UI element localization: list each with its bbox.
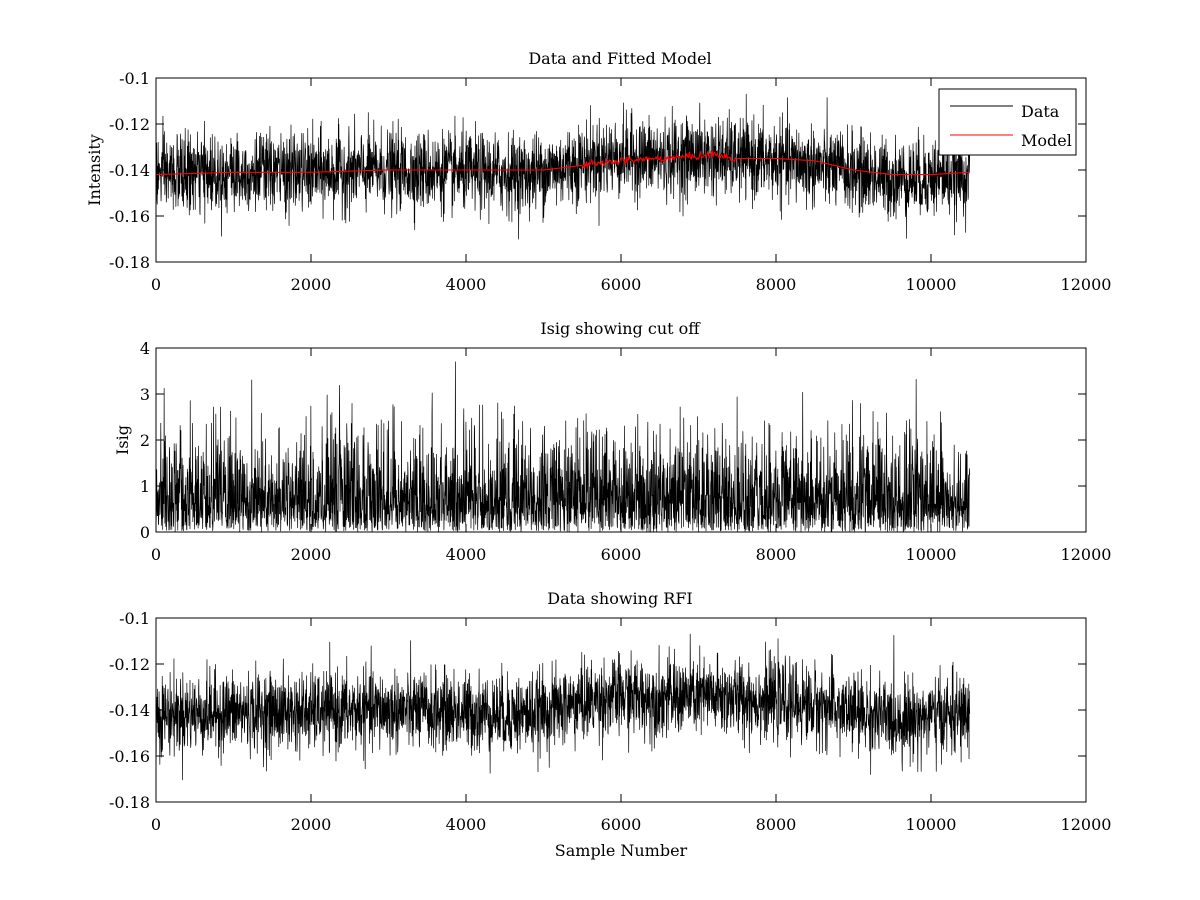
panel-1-xtick-label: 4000 bbox=[446, 275, 487, 294]
legend-box bbox=[938, 88, 1077, 156]
panel-1-xtick-label: 12000 bbox=[1061, 275, 1112, 294]
panel-1-ytick-label: -0.16 bbox=[109, 207, 150, 226]
panel-1-xtick-label: 2000 bbox=[291, 275, 332, 294]
panel-1-ytick-label: -0.1 bbox=[119, 69, 150, 88]
panel-1-model-series-line bbox=[155, 150, 970, 176]
panel-3-xtick-label: 0 bbox=[151, 815, 161, 834]
panel-2-signal-series-line bbox=[155, 361, 971, 533]
panel-data-showing-rfi: Data showing RFI 0 2000 4000 6000 8000 1… bbox=[109, 589, 1111, 860]
panel-3-xtick-label: 2000 bbox=[291, 815, 332, 834]
panel-3-xlabel: Sample Number bbox=[555, 841, 688, 860]
panel-1-title: Data and Fitted Model bbox=[528, 49, 711, 68]
panel-1-ytick-label: -0.14 bbox=[109, 161, 150, 180]
panel-2-xtick-label: 12000 bbox=[1061, 545, 1112, 564]
panel-3-ytick-label: -0.1 bbox=[119, 609, 150, 628]
panel-3-xtick-label: 12000 bbox=[1061, 815, 1112, 834]
panel-3-ticks bbox=[155, 617, 1087, 803]
panel-2-ylabel: Isig bbox=[113, 425, 132, 455]
panel-3-xtick-label: 4000 bbox=[446, 815, 487, 834]
panel-1-ytick-label: -0.12 bbox=[109, 115, 150, 134]
panel-1-xtick-label: 0 bbox=[151, 275, 161, 294]
panel-3-ytick-label: -0.12 bbox=[109, 655, 150, 674]
panel-3-xtick-label: 6000 bbox=[601, 815, 642, 834]
panel-2-plot-area bbox=[155, 361, 971, 533]
panel-1-xtick-label: 6000 bbox=[601, 275, 642, 294]
legend: Data Model bbox=[938, 88, 1077, 156]
panel-2-title: Isig showing cut off bbox=[540, 319, 701, 338]
panel-3-x-tick-labels: 0 2000 4000 6000 8000 10000 12000 bbox=[151, 815, 1112, 834]
panel-2-xtick-label: 2000 bbox=[291, 545, 332, 564]
panel-2-ytick-label: 1 bbox=[140, 477, 150, 496]
panel-2-ytick-label: 2 bbox=[140, 431, 150, 450]
panel-2-y-tick-labels: 0 1 2 3 4 bbox=[140, 339, 150, 542]
panel-1-plot-area bbox=[155, 93, 971, 240]
panel-3-y-tick-labels: -0.18 -0.16 -0.14 -0.12 -0.1 bbox=[109, 609, 150, 812]
panel-1-xtick-label: 10000 bbox=[906, 275, 957, 294]
panel-3-ytick-label: -0.18 bbox=[109, 793, 150, 812]
legend-data-label: Data bbox=[1021, 102, 1060, 121]
panel-1-ticks bbox=[155, 77, 1087, 263]
panel-1-data-series-line bbox=[155, 93, 971, 240]
panel-2-ytick-label: 0 bbox=[140, 523, 150, 542]
panel-data-and-fitted-model: Data and Fitted Model Intensity 0 2000 4… bbox=[85, 49, 1111, 294]
panel-2-xtick-label: 8000 bbox=[756, 545, 797, 564]
panel-3-xtick-label: 10000 bbox=[906, 815, 957, 834]
panel-2-xtick-label: 6000 bbox=[601, 545, 642, 564]
panel-1-xtick-label: 8000 bbox=[756, 275, 797, 294]
panel-2-ytick-label: 3 bbox=[140, 385, 150, 404]
panel-2-xtick-label: 0 bbox=[151, 545, 161, 564]
panel-isig-showing-cut-off: Isig showing cut off Isig 0 2000 4000 60… bbox=[113, 319, 1111, 564]
panel-3-ytick-label: -0.14 bbox=[109, 701, 150, 720]
panel-2-x-tick-labels: 0 2000 4000 6000 8000 10000 12000 bbox=[151, 545, 1112, 564]
panel-3-xtick-label: 8000 bbox=[756, 815, 797, 834]
panel-3-title: Data showing RFI bbox=[547, 589, 692, 608]
panel-1-ytick-label: -0.18 bbox=[109, 253, 150, 272]
panel-2-ticks bbox=[155, 347, 1087, 533]
panel-3-signal-series-line bbox=[155, 633, 971, 781]
panel-2-xtick-label: 4000 bbox=[446, 545, 487, 564]
panel-1-ylabel: Intensity bbox=[85, 134, 104, 206]
panel-2-xtick-label: 10000 bbox=[906, 545, 957, 564]
legend-model-label: Model bbox=[1021, 131, 1072, 150]
panel-2-ytick-label: 4 bbox=[140, 339, 150, 358]
panel-3-plot-area bbox=[155, 633, 971, 781]
panel-1-y-tick-labels: -0.18 -0.16 -0.14 -0.12 -0.1 bbox=[109, 69, 150, 272]
panel-1-x-tick-labels: 0 2000 4000 6000 8000 10000 12000 bbox=[151, 275, 1112, 294]
panel-3-ytick-label: -0.16 bbox=[109, 747, 150, 766]
